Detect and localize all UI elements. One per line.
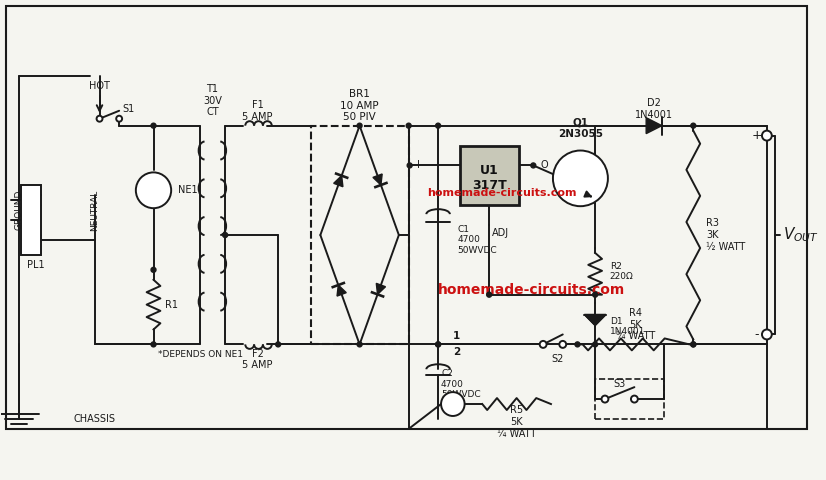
Circle shape: [601, 396, 609, 403]
Text: BR1
10 AMP
50 PIV: BR1 10 AMP 50 PIV: [340, 89, 379, 122]
Text: R5
5K
¼ WATT: R5 5K ¼ WATT: [497, 405, 536, 439]
Text: HOT: HOT: [89, 81, 110, 91]
Text: S1: S1: [122, 104, 135, 114]
Text: D1
1N4001: D1 1N4001: [610, 317, 645, 336]
Text: D2
1N4001: D2 1N4001: [635, 98, 673, 120]
Text: ADJ: ADJ: [492, 228, 509, 238]
Bar: [596, 379, 664, 419]
Circle shape: [487, 292, 491, 297]
Circle shape: [151, 267, 156, 272]
Polygon shape: [584, 314, 606, 325]
Circle shape: [691, 123, 695, 128]
Circle shape: [593, 292, 597, 297]
Polygon shape: [337, 285, 346, 296]
Text: O: O: [540, 160, 548, 170]
Text: C1
4700
50WVDC: C1 4700 50WVDC: [458, 225, 497, 255]
Text: 2: 2: [453, 348, 460, 357]
Circle shape: [435, 342, 440, 347]
Circle shape: [97, 116, 102, 122]
Circle shape: [631, 396, 638, 403]
Text: F2
5 AMP: F2 5 AMP: [242, 348, 273, 370]
Text: S2: S2: [552, 354, 564, 364]
Circle shape: [135, 172, 171, 208]
Circle shape: [553, 151, 608, 206]
Circle shape: [559, 341, 566, 348]
Polygon shape: [377, 283, 386, 294]
Text: R4
5K
¼ WATT: R4 5K ¼ WATT: [615, 308, 655, 341]
Text: 317T: 317T: [472, 179, 506, 192]
Text: +: +: [752, 129, 762, 142]
Text: -: -: [755, 328, 759, 341]
Text: C2
4700
50WVDC: C2 4700 50WVDC: [441, 369, 481, 399]
Text: NEUTRAL: NEUTRAL: [90, 190, 99, 231]
Circle shape: [406, 123, 411, 128]
Text: GROUND: GROUND: [15, 190, 24, 230]
Text: *DEPENDS ON NE1: *DEPENDS ON NE1: [159, 350, 244, 359]
Text: R3
3K
½ WATT: R3 3K ½ WATT: [706, 218, 745, 252]
Text: PL1: PL1: [27, 260, 45, 270]
Polygon shape: [646, 118, 662, 133]
Circle shape: [539, 341, 547, 348]
Text: NE1: NE1: [178, 185, 197, 195]
Polygon shape: [334, 176, 343, 187]
Text: $V_{OUT}$: $V_{OUT}$: [782, 226, 819, 244]
Circle shape: [151, 342, 156, 347]
Circle shape: [762, 131, 771, 141]
Circle shape: [435, 342, 440, 347]
Bar: [460, 145, 519, 205]
Text: R1: R1: [165, 300, 178, 310]
Text: homemade-circuits.com: homemade-circuits.com: [438, 283, 625, 297]
Circle shape: [691, 342, 695, 347]
Circle shape: [223, 232, 228, 238]
Circle shape: [151, 123, 156, 128]
Text: F1
5 AMP: F1 5 AMP: [242, 100, 273, 121]
Circle shape: [357, 123, 362, 128]
Text: Q1
2N3055: Q1 2N3055: [558, 118, 603, 140]
Circle shape: [531, 163, 536, 168]
Polygon shape: [584, 314, 606, 325]
Text: I: I: [416, 160, 420, 170]
Text: U1: U1: [480, 164, 499, 177]
Text: S3: S3: [614, 379, 626, 389]
Text: R2
220Ω: R2 220Ω: [610, 262, 634, 281]
Circle shape: [762, 329, 771, 339]
Circle shape: [575, 342, 580, 347]
Text: T1
30V
CT: T1 30V CT: [203, 84, 222, 118]
Text: homemade-circuits.com: homemade-circuits.com: [427, 188, 577, 198]
Circle shape: [435, 123, 440, 128]
Circle shape: [116, 116, 122, 122]
Circle shape: [407, 163, 412, 168]
Bar: [7, 6, 807, 429]
Text: CHASSIS: CHASSIS: [73, 414, 115, 424]
Bar: [21, 185, 40, 255]
Circle shape: [441, 392, 464, 416]
Polygon shape: [373, 174, 382, 185]
Circle shape: [593, 342, 597, 347]
Bar: [311, 126, 409, 344]
Circle shape: [691, 342, 695, 347]
Circle shape: [276, 342, 281, 347]
Circle shape: [357, 342, 362, 347]
Text: 1: 1: [453, 331, 460, 341]
